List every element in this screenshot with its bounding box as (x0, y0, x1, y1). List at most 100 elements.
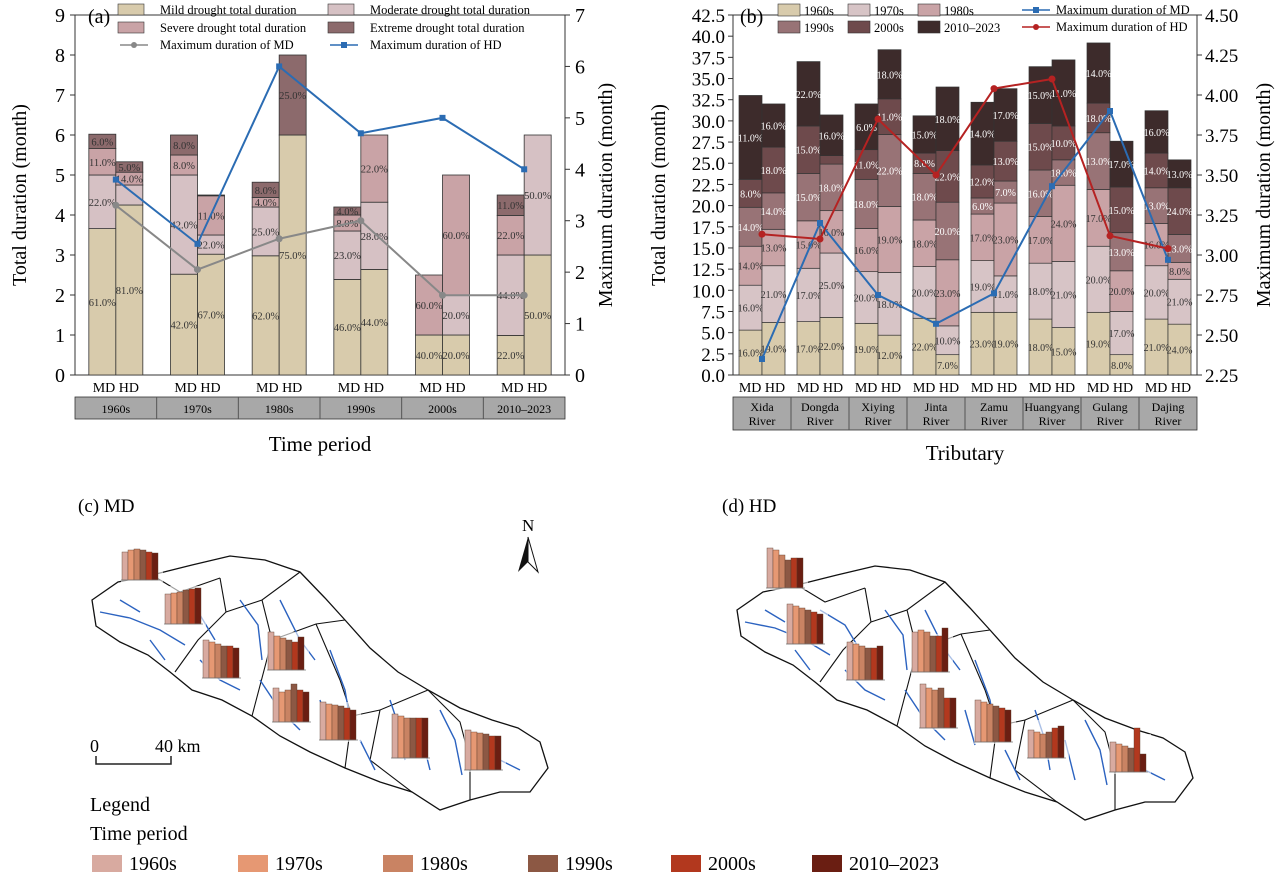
map-bar (925, 687, 933, 729)
bar-md (251, 255, 280, 376)
map-bar (133, 548, 141, 581)
sub-category-label: MD HD (419, 381, 465, 396)
bar-value-label: 22.0% (361, 165, 388, 176)
right-tick-label: 4.25 (1205, 46, 1238, 67)
bar-value-label: 10.0% (1051, 139, 1077, 150)
legend-label: 1970s (874, 4, 904, 18)
panel-c-label: (c) MD (78, 496, 134, 517)
right-tick-label: 6 (575, 56, 585, 78)
right-tick-label: 4.00 (1205, 86, 1238, 107)
bar-value-label: 8.0% (173, 141, 195, 152)
bar-value-label: 17.0% (1109, 160, 1135, 171)
left-tick-label: 1 (55, 325, 65, 347)
map-bar (397, 715, 405, 759)
bar-value-label: 19.0% (854, 345, 880, 356)
map-bar (798, 607, 806, 645)
north-label: N (522, 516, 534, 535)
bar-value-label: 22.0% (796, 90, 822, 101)
bar-value-label: 22.0% (935, 172, 961, 183)
legend-marker-md (1033, 7, 1039, 13)
left-tick-label: 12.5 (692, 260, 725, 281)
legend-swatch (847, 3, 871, 17)
bar-hd (523, 254, 552, 376)
marker-hd (874, 115, 882, 123)
bar-value-label: 17.0% (970, 233, 996, 244)
bar-value-label: 67.0% (197, 311, 224, 322)
left-tick-label: 2 (55, 285, 65, 307)
plot-frame-b (732, 14, 1198, 376)
bar-value-label: 44.0% (497, 291, 524, 302)
marker-hd (1164, 245, 1172, 253)
legend-label: Mild drought total duration (160, 3, 297, 17)
bar-value-label: 12.0% (877, 351, 903, 362)
north-arrow-icon: N (518, 516, 540, 574)
bar-value-label: 18.0% (935, 115, 961, 126)
map-bar (804, 609, 812, 645)
map-bar (1115, 743, 1123, 773)
map-bar (986, 703, 994, 743)
bar-hd (360, 134, 389, 203)
bar-value-label: 4.0% (255, 198, 277, 209)
legend-swatch (812, 855, 842, 872)
map-bar (182, 589, 190, 625)
bar-value-label: 42.0% (170, 321, 197, 332)
map-bar (1133, 727, 1141, 773)
panel-d-label: (d) HD (722, 496, 776, 517)
right-tick-label: 3 (575, 211, 585, 233)
legend-label: 2010–2023 (944, 21, 1000, 35)
sub-category-label: MD HD (739, 381, 785, 396)
legend-label: Extreme drought total duration (370, 21, 525, 35)
bar-value-label: 6.0% (972, 202, 993, 213)
left-tick-label: 40.0 (692, 27, 725, 48)
map-bar (1004, 709, 1012, 743)
bar-md (415, 274, 443, 336)
bar-hd (819, 155, 844, 165)
legend-swatch (671, 855, 701, 872)
right-tick-label: 7 (575, 5, 585, 27)
category-label: Zamu (980, 400, 1008, 414)
bar-hd (761, 103, 786, 148)
category-label: Dongda (801, 400, 840, 414)
left-tick-label: 37.5 (692, 48, 725, 69)
line-hd (115, 64, 525, 246)
left-tick-label: 0 (55, 365, 65, 387)
bar-value-label: 50.0% (524, 191, 551, 202)
map-bar (864, 647, 872, 681)
map-bar (998, 707, 1006, 743)
map-bar (285, 639, 293, 671)
sub-category-label: MD HD (1029, 381, 1075, 396)
river (439, 709, 463, 776)
bar-value-label: 20.0% (1109, 287, 1135, 298)
left-tick-label: 5 (55, 165, 65, 187)
map-bar (911, 631, 919, 673)
bar-hd (115, 184, 144, 206)
bar-value-label: 18.0% (819, 183, 845, 194)
map-bar (208, 641, 216, 679)
category-label: 1960s (101, 402, 130, 416)
left-tick-label: 8 (55, 45, 65, 67)
legend-swatch (92, 855, 122, 872)
bar-value-label: 62.0% (252, 311, 279, 322)
map-bar (284, 689, 292, 723)
marker-md (357, 217, 365, 225)
y-axis-label-left: Total duration (month) (648, 104, 670, 286)
map-bar (127, 549, 135, 581)
category-label: River (1155, 414, 1182, 428)
category-label: Gulang (1092, 400, 1127, 414)
river (884, 609, 908, 671)
bar-value-label: 14.0% (116, 175, 143, 186)
legend-label: Maximum duration of HD (370, 38, 502, 52)
legend-swatch (917, 20, 941, 34)
marker-md (991, 290, 997, 297)
bar-value-label: 22.0% (497, 231, 524, 242)
map-bar (151, 552, 159, 581)
bar-value-label: 8.0% (173, 161, 195, 172)
bar-value-label: 10.0% (935, 336, 961, 347)
map-bar (403, 717, 411, 759)
y-axis-label-right: Maximum duration (month) (1253, 83, 1275, 307)
bar-value-label: 40.0% (415, 351, 442, 362)
bar-value-label: 18.0% (854, 200, 880, 211)
sub-category-label: MD HD (971, 381, 1017, 396)
bar-hd (278, 54, 307, 136)
left-tick-label: 17.5 (692, 218, 725, 239)
